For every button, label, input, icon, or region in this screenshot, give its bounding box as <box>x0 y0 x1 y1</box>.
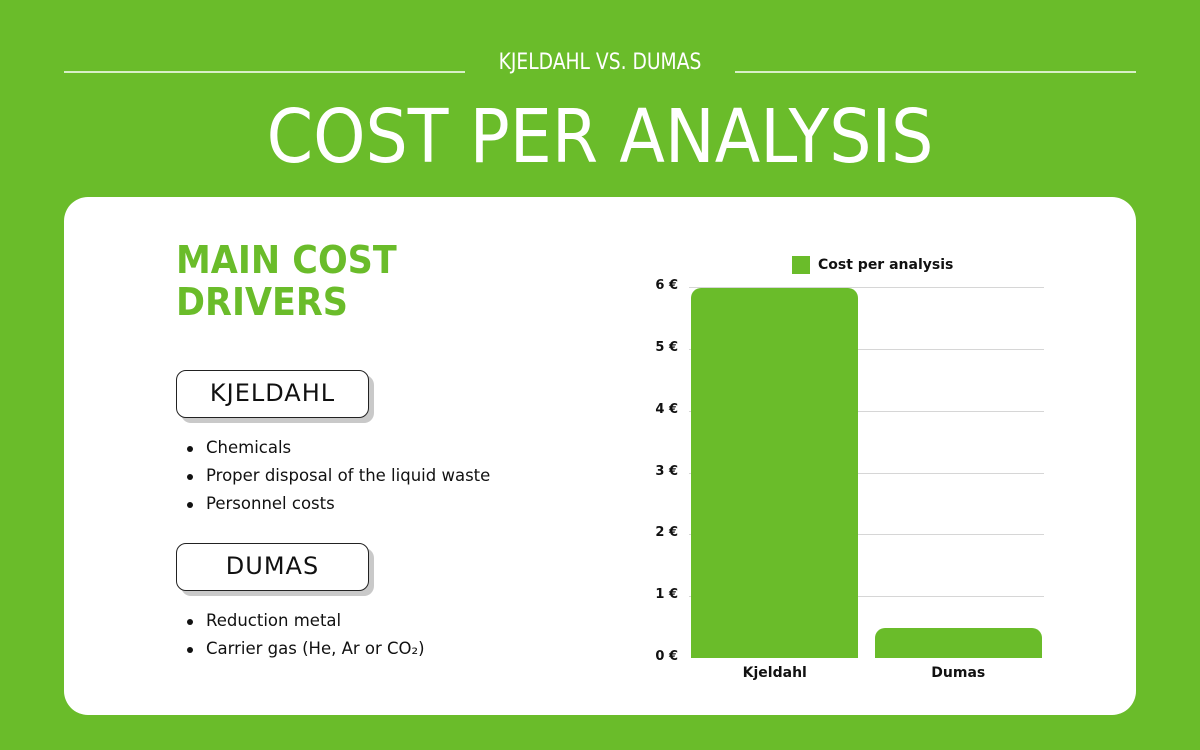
kjeldahl-badge: KJELDAHL <box>176 370 369 418</box>
y-axis-tick-label: 3 € <box>655 463 678 479</box>
y-axis-tick-label: 4 € <box>655 401 678 417</box>
list-item: Carrier gas (He, Ar or CO₂) <box>186 635 425 663</box>
bar-dumas <box>874 628 1042 658</box>
section-title: MAIN COST DRIVERS <box>176 239 397 323</box>
gridline <box>689 287 1044 288</box>
list-item: Reduction metal <box>186 607 425 635</box>
dumas-cost-list: Reduction metal Carrier gas (He, Ar or C… <box>186 607 425 663</box>
gridline <box>689 472 1044 474</box>
list-item: Chemicals <box>186 434 490 462</box>
chart-plot-area: 0 € 1 € 2 € 3 € 4 € 5 € 6 € Kjeldahl Dumas <box>655 278 1044 681</box>
y-axis-tick-label: 1 € <box>655 587 678 603</box>
section-title-line1: MAIN COST <box>176 238 397 282</box>
content-card: MAIN COST DRIVERS KJELDAHL Chemicals Pro… <box>64 197 1136 715</box>
gridline <box>689 348 1044 350</box>
legend-swatch-icon <box>792 256 810 274</box>
legend-label: Cost per analysis <box>818 257 954 273</box>
page-subtitle: KJELDAHL VS. DUMAS <box>498 50 702 75</box>
x-axis-tick-label: Kjeldahl <box>742 665 807 681</box>
gridline <box>689 534 1044 536</box>
y-axis-tick-label: 0 € <box>655 649 678 664</box>
page-title: COST PER ANALYSIS <box>266 94 934 180</box>
section-title-line2: DRIVERS <box>176 280 348 324</box>
gridline <box>689 410 1044 412</box>
gridline <box>689 596 1044 598</box>
y-axis-tick-label: 6 € <box>655 278 678 293</box>
y-axis-tick-label: 2 € <box>655 525 678 541</box>
y-axis-tick-label: 5 € <box>655 339 678 355</box>
x-axis-tick-label: Dumas <box>931 665 986 681</box>
list-item: Personnel costs <box>186 490 490 518</box>
header-divider-left <box>64 71 465 73</box>
kjeldahl-cost-list: Chemicals Proper disposal of the liquid … <box>186 434 490 518</box>
bar-kjeldahl <box>691 288 859 658</box>
chart-legend: Cost per analysis <box>792 256 953 274</box>
dumas-badge: DUMAS <box>176 543 369 591</box>
header-divider-right <box>735 71 1136 73</box>
list-item: Proper disposal of the liquid waste <box>186 462 490 490</box>
cost-bar-chart: Cost per analysis 0 € 1 € 2 € 3 € 4 € 5 € 6 € K… <box>624 247 1124 697</box>
